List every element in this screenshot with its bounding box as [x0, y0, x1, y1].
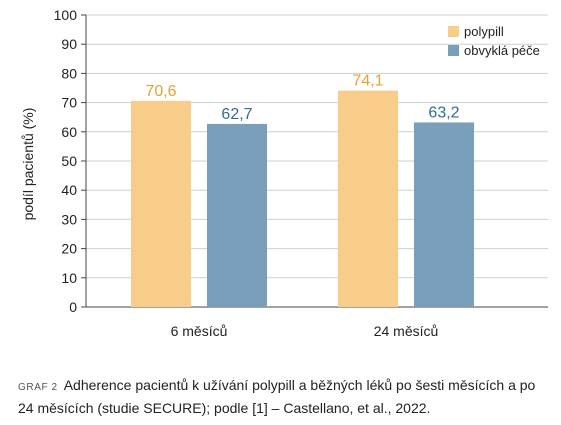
- y-tick-label: 70: [61, 95, 77, 111]
- y-tick-label: 100: [54, 7, 78, 23]
- legend-swatch: [448, 45, 459, 56]
- bar: [338, 90, 398, 308]
- data-label: 70,6: [145, 83, 176, 100]
- x-axis-ticks: 6 měsíců 24 měsíců: [171, 323, 439, 339]
- y-tick-label: 40: [61, 182, 77, 198]
- y-tick-label: 80: [61, 65, 77, 81]
- caption-text: Adherence pacientů k užívání polypill a …: [18, 377, 536, 416]
- bars: 70,6 62,7 74,1 63,2: [131, 73, 474, 308]
- x-tick-label: 24 měsíců: [374, 323, 439, 339]
- data-label: 62,7: [221, 106, 252, 123]
- data-label: 74,1: [352, 73, 383, 90]
- y-axis-ticks: 0 10 20 30 40 50 60 70 80 90 100: [54, 7, 87, 315]
- y-tick-label: 60: [61, 124, 77, 140]
- caption-tag: GRAF 2: [18, 382, 58, 393]
- y-axis-label: podíl pacientů (%): [20, 108, 36, 221]
- bar: [207, 123, 267, 307]
- y-tick-label: 50: [61, 153, 77, 169]
- figure-caption: GRAF 2 Adherence pacientů k užívání polyp…: [18, 375, 553, 418]
- legend-label: obvyklá péče: [464, 43, 540, 58]
- bar: [131, 100, 191, 308]
- legend: polypill obvyklá péče: [448, 24, 540, 58]
- legend-swatch: [448, 26, 459, 37]
- y-tick-label: 10: [61, 270, 77, 286]
- y-tick-label: 0: [69, 299, 77, 315]
- y-tick-label: 90: [61, 36, 77, 52]
- y-tick-label: 20: [61, 241, 77, 257]
- data-label: 63,2: [428, 104, 459, 121]
- x-tick-label: 6 měsíců: [171, 323, 228, 339]
- y-tick-label: 30: [61, 211, 77, 227]
- legend-label: polypill: [464, 24, 504, 39]
- bar: [414, 122, 474, 308]
